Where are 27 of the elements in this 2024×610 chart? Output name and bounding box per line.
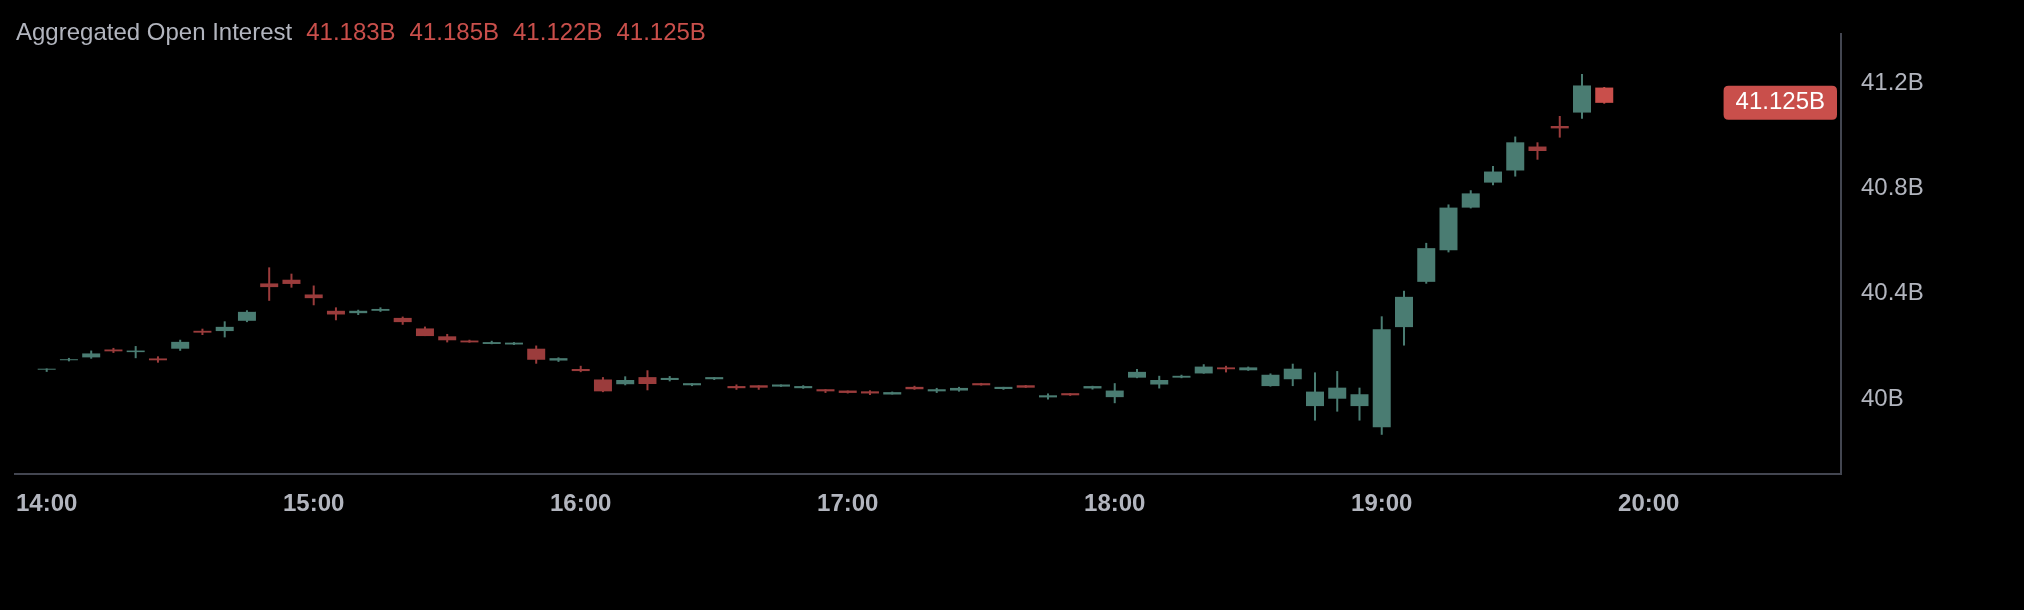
candlestick	[1283, 362, 1302, 388]
candlestick	[260, 266, 279, 302]
candlestick	[638, 369, 657, 392]
y-tick-label: 40.8B	[1861, 173, 1924, 201]
x-tick-label: 17:00	[817, 489, 879, 517]
y-tick-label: 40.4B	[1861, 278, 1924, 306]
annotation: 41.183B	[306, 17, 396, 45]
candlestick	[1350, 386, 1369, 422]
candlestick	[1105, 382, 1124, 405]
x-tick-label: 20:00	[1618, 489, 1680, 517]
x-tick-label: 19:00	[1351, 489, 1413, 517]
annotation: 41.125B	[1735, 87, 1826, 115]
chart-title: Aggregated Open Interest	[16, 17, 293, 45]
candlestick	[1484, 165, 1503, 187]
x-tick-label: 16:00	[550, 489, 612, 517]
candlestick	[527, 344, 546, 365]
candlestick	[304, 284, 323, 307]
x-tick-label: 14:00	[16, 489, 78, 517]
annotation: 41.185B	[409, 17, 500, 45]
candlestick	[1305, 371, 1324, 422]
x-tick-label: 15:00	[283, 489, 345, 517]
annotation: 41.122B	[513, 17, 603, 45]
candlestick	[1328, 370, 1347, 413]
y-tick-label: 41.2B	[1861, 67, 1924, 95]
annotation: 41.125B	[616, 17, 706, 45]
x-tick-label: 18:00	[1084, 489, 1146, 517]
y-tick-label: 40B	[1861, 383, 1904, 411]
